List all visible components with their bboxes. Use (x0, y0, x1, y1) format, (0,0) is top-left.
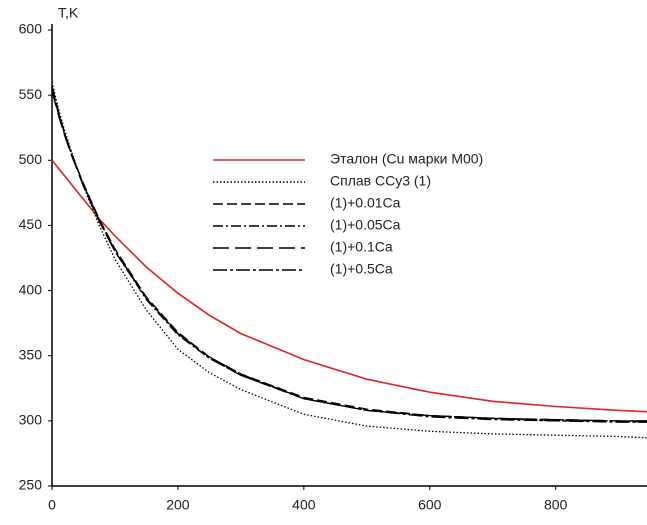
y-tick-label: 250 (19, 477, 43, 493)
x-tick-label: 200 (166, 497, 190, 513)
legend-label: Эталон (Cu марки М00) (330, 151, 483, 167)
x-tick-label: 400 (292, 497, 316, 513)
y-tick-label: 300 (19, 412, 43, 428)
y-tick-label: 350 (19, 346, 43, 362)
y-tick-label: 550 (19, 86, 43, 102)
x-tick-label: 0 (48, 497, 56, 513)
x-tick-label: 800 (544, 497, 568, 513)
series-line (51, 88, 647, 422)
legend-label: (1)+0.05Ca (330, 217, 401, 233)
legend-label: Сплав ССу3 (1) (330, 173, 431, 189)
x-tick-label: 600 (418, 497, 442, 513)
legend-label: (1)+0.5Ca (330, 261, 393, 277)
y-axis-label: T,K (58, 5, 79, 21)
series-line (51, 159, 647, 413)
y-tick-label: 600 (19, 21, 43, 37)
legend-label: (1)+0.01Ca (330, 195, 401, 211)
y-tick-label: 450 (19, 216, 43, 232)
series-line (51, 87, 647, 423)
legend-label: (1)+0.1Ca (330, 239, 393, 255)
series-line (51, 91, 647, 422)
y-tick-label: 500 (19, 151, 43, 167)
y-tick-label: 400 (19, 281, 43, 297)
